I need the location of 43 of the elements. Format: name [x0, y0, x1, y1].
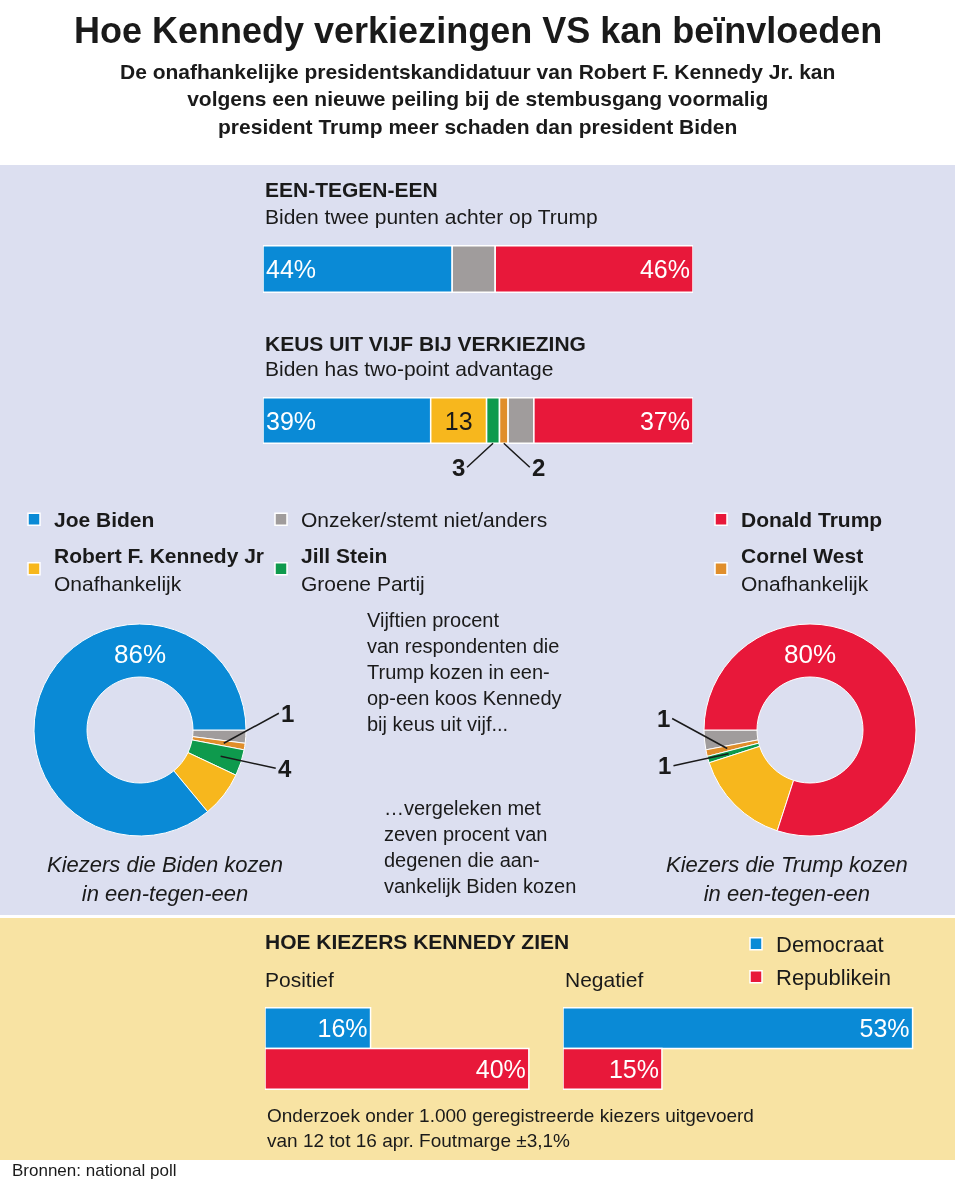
text: Kiezers die Trump kozen in een-tegen-een	[666, 852, 908, 906]
chart-subtitle: Biden has two-point advantage	[265, 357, 554, 380]
text: Kiezers die Biden kozen in een-tegen-een	[47, 852, 284, 906]
data-label: 39%	[266, 406, 317, 435]
legend-label: Onzeker/stemt niet/anders	[301, 508, 548, 532]
legend-label: Joe Biden	[54, 508, 155, 532]
legend-label: Donald Trump	[741, 508, 883, 532]
donut-slice	[33, 623, 247, 837]
text: Onderzoek onder 1.000 geregistreerde kiezers uitgevoerd van 12 tot 16 apr. Foutmarge ±3,1%	[267, 1105, 754, 1151]
text: Hoe Kennedy verkiezingen VS kan beïnvloeden	[74, 10, 883, 51]
data-label: 37%	[639, 406, 690, 435]
data-label: 53%	[859, 1014, 910, 1043]
chart-subtitle: Positief	[265, 968, 335, 991]
chart-title: HOE KIEZERS KENNEDY ZIEN	[265, 930, 570, 953]
chart-title: EEN-TEGEN-EEN	[265, 178, 438, 201]
legend-label: Cornel West Onafhankelijk	[741, 544, 869, 595]
text: Vijftien procent van respondenten die Trump kozen in een- op-een koos Kennedy bij keus uit vijf...	[367, 609, 562, 735]
data-label: 16%	[317, 1014, 368, 1043]
data-label: 3	[452, 454, 466, 481]
data-label: 44%	[266, 255, 317, 283]
data-label: 1	[657, 705, 671, 732]
data-label: 80%	[783, 639, 837, 670]
donut-slice	[703, 623, 917, 837]
donut-slice	[708, 745, 795, 832]
legend-label: Republikein	[776, 965, 891, 991]
data-label: 4	[278, 755, 292, 782]
data-label: 1	[658, 752, 672, 779]
legend-label: Democraat	[776, 932, 884, 958]
data-label: 1	[281, 700, 295, 727]
data-label: 15%	[608, 1054, 659, 1083]
data-label: 86%	[113, 639, 167, 670]
text: …vergeleken met zeven procent van degenen die aan- vankelijk Biden kozen	[384, 797, 577, 897]
chart-subtitle: Biden twee punten achter op Trump	[265, 205, 598, 228]
data-label: 13	[444, 406, 473, 435]
legend-label: Jill Stein Groene Partij	[301, 544, 425, 595]
chart-subtitle: Negatief	[565, 968, 644, 991]
data-label: 2	[532, 454, 546, 481]
data-label: 46%	[639, 255, 690, 283]
text: De onafhankelijke presidentskandidatuur van Robert F. Kennedy Jr. kan volgens een nieuwe peiling bij de stembusgang voormalig president Trump meer schaden dan president Biden	[120, 60, 836, 138]
legend-label: Robert F. Kennedy Jr Onafhankelijk	[54, 544, 265, 595]
data-label: 40%	[475, 1054, 526, 1083]
text: Bronnen: national poll	[12, 1161, 177, 1180]
chart-title: KEUS UIT VIJF BIJ VERKIEZING	[265, 332, 586, 355]
